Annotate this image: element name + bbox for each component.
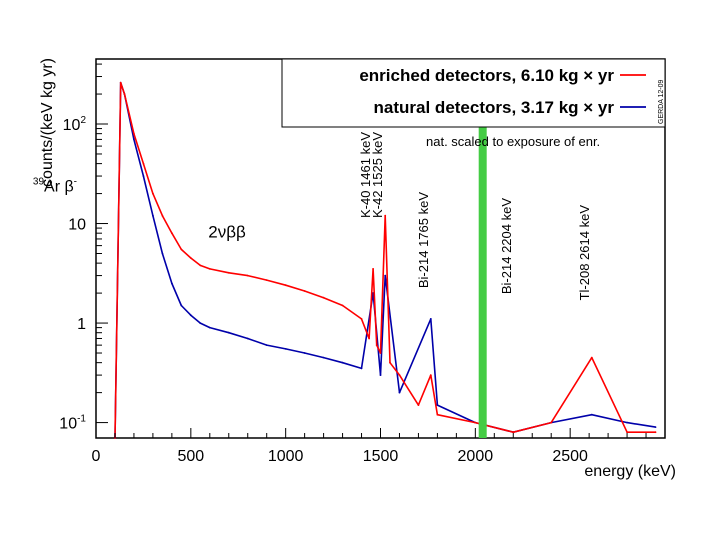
series-line-enriched bbox=[114, 81, 656, 439]
data-point-natural bbox=[171, 282, 173, 285]
data-point-enriched bbox=[512, 431, 515, 434]
data-point-enriched bbox=[171, 232, 173, 235]
peak-label: K-42 1525 keV bbox=[370, 132, 385, 218]
data-point-natural bbox=[626, 421, 628, 424]
data-point-enriched bbox=[303, 290, 306, 292]
data-point-natural bbox=[284, 348, 287, 350]
data-point-natural bbox=[208, 326, 211, 329]
peak-label: Tl-208 2614 keV bbox=[577, 205, 592, 301]
data-point-enriched bbox=[322, 296, 325, 299]
series-layer bbox=[114, 81, 657, 439]
data-point-enriched bbox=[152, 192, 154, 195]
data-point-enriched bbox=[375, 344, 378, 346]
data-point-enriched bbox=[265, 279, 268, 281]
data-point-enriched bbox=[626, 431, 628, 434]
data-point-natural bbox=[322, 356, 325, 359]
data-point-natural bbox=[152, 214, 154, 217]
legend: enriched detectors, 6.10 kg × yr natural… bbox=[281, 58, 666, 128]
series-line-natural bbox=[114, 81, 656, 439]
y-tick-exponent: 2 bbox=[80, 115, 86, 126]
ar39-charge: - bbox=[74, 176, 77, 187]
data-point-enriched bbox=[372, 268, 374, 270]
gerda-tag: GERDA 12-09 bbox=[658, 80, 665, 124]
legend-label-enriched: enriched detectors, 6.10 kg × yr bbox=[359, 66, 614, 85]
peak-label: Bi-214 1765 keV bbox=[416, 192, 431, 288]
y-tick-exponent: -1 bbox=[77, 414, 86, 425]
y-tick-label: 10 bbox=[68, 217, 86, 234]
legend-box bbox=[281, 58, 666, 128]
ar39-mass-number: 39 bbox=[33, 176, 45, 187]
data-point-enriched bbox=[654, 431, 657, 434]
y-tick-label: 1 bbox=[77, 316, 86, 333]
data-point-enriched bbox=[429, 374, 432, 376]
data-point-natural bbox=[436, 404, 439, 406]
data-point-natural bbox=[654, 426, 657, 428]
y-axis-label: counts/(keV kg yr) bbox=[39, 58, 56, 187]
ar39-label: 39Ar β- bbox=[33, 176, 77, 195]
blinded-window-band bbox=[478, 59, 487, 438]
x-tick-label: 1000 bbox=[268, 448, 304, 465]
data-point-enriched bbox=[384, 214, 387, 217]
data-point-enriched bbox=[341, 304, 344, 307]
data-point-natural bbox=[590, 413, 593, 416]
data-point-natural bbox=[341, 361, 344, 364]
data-point-natural bbox=[429, 318, 432, 320]
x-tick-label: 2000 bbox=[458, 448, 494, 465]
window-layer bbox=[478, 59, 487, 438]
data-point-natural bbox=[398, 391, 401, 394]
data-point-enriched bbox=[436, 413, 439, 416]
data-point-natural bbox=[379, 374, 382, 376]
data-point-enriched bbox=[417, 404, 420, 406]
data-point-natural bbox=[384, 274, 387, 277]
ar39-text: Ar β bbox=[44, 178, 74, 195]
data-point-enriched bbox=[119, 81, 122, 84]
data-point-natural bbox=[133, 138, 135, 141]
data-point-enriched bbox=[474, 421, 477, 424]
peak-label: Bi-214 2204 keV bbox=[499, 198, 514, 294]
x-tick-label: 500 bbox=[177, 448, 204, 465]
x-axis-label: energy (keV) bbox=[584, 463, 676, 480]
x-tick-label: 2500 bbox=[552, 448, 588, 465]
x-tick-label: 0 bbox=[92, 448, 101, 465]
data-point-enriched bbox=[142, 162, 145, 165]
data-point-enriched bbox=[360, 318, 363, 320]
data-point-natural bbox=[246, 337, 249, 340]
data-point-natural bbox=[360, 367, 363, 370]
data-point-enriched bbox=[284, 284, 287, 287]
data-point-enriched bbox=[398, 374, 401, 376]
y-tick-label: 102 bbox=[63, 115, 87, 134]
data-point-natural bbox=[161, 252, 164, 255]
data-point-enriched bbox=[389, 361, 391, 364]
data-point-natural bbox=[227, 331, 230, 334]
data-point-natural bbox=[265, 344, 268, 346]
data-point-enriched bbox=[550, 421, 553, 424]
peak-label: K-40 1461 keV bbox=[358, 132, 373, 218]
data-point-enriched bbox=[180, 248, 183, 251]
data-point-enriched bbox=[590, 356, 593, 359]
data-point-enriched bbox=[246, 274, 249, 277]
data-point-enriched bbox=[161, 214, 164, 217]
two-nu-beta-beta-label: 2νββ bbox=[208, 222, 246, 241]
legend-label-natural: natural detectors, 3.17 kg × yr bbox=[374, 98, 615, 117]
axis-layer: 0 500 1000 1500 2000 2500 10-1 1 10 102 bbox=[59, 63, 647, 465]
scaling-note: nat. scaled to exposure of enr. bbox=[426, 134, 600, 149]
data-point-enriched bbox=[208, 268, 211, 270]
data-point-natural bbox=[142, 175, 145, 177]
data-point-natural bbox=[199, 322, 202, 324]
data-point-natural bbox=[189, 314, 192, 317]
data-point-enriched bbox=[379, 352, 382, 354]
data-point-enriched bbox=[368, 337, 370, 340]
y-tick-label: 10-1 bbox=[59, 414, 86, 433]
x-tick-label: 1500 bbox=[363, 448, 399, 465]
data-point-enriched bbox=[227, 271, 230, 274]
data-point-natural bbox=[180, 304, 183, 307]
data-point-enriched bbox=[189, 257, 192, 259]
data-point-natural bbox=[303, 352, 306, 354]
data-point-enriched bbox=[133, 132, 135, 135]
data-point-enriched bbox=[199, 264, 202, 267]
data-point-enriched bbox=[123, 93, 126, 95]
